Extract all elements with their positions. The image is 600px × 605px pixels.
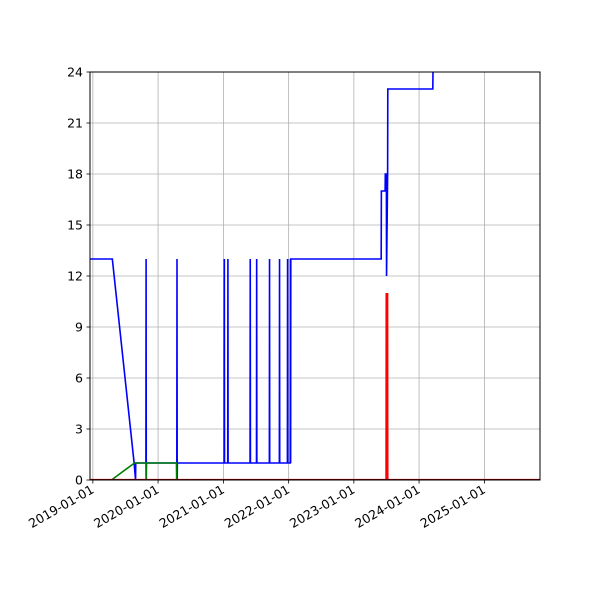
series-lines	[90, 72, 540, 480]
y-tick-label: 21	[67, 116, 83, 131]
y-tick-label: 6	[75, 371, 83, 386]
x-tick-label: 2024-01-01	[352, 482, 422, 531]
series-line-3	[90, 292, 540, 480]
x-tick-label: 2022-01-01	[222, 482, 292, 531]
x-tick-label: 2025-01-01	[418, 482, 488, 531]
y-tick-label: 24	[67, 65, 83, 80]
y-tick-label: 3	[75, 422, 83, 437]
y-tick-label: 15	[67, 218, 83, 233]
grid-lines	[90, 71, 540, 481]
x-tick-label: 2019-01-01	[26, 482, 96, 531]
y-tick-label: 18	[67, 167, 83, 182]
x-tick-label: 2020-01-01	[91, 482, 161, 531]
series-line-2	[90, 462, 178, 480]
x-tick-label: 2023-01-01	[287, 482, 357, 531]
x-tick-label: 2021-01-01	[157, 482, 227, 531]
y-tick-label: 0	[75, 473, 83, 488]
y-tick-label: 12	[67, 269, 83, 284]
y-tick-label: 9	[75, 320, 83, 335]
